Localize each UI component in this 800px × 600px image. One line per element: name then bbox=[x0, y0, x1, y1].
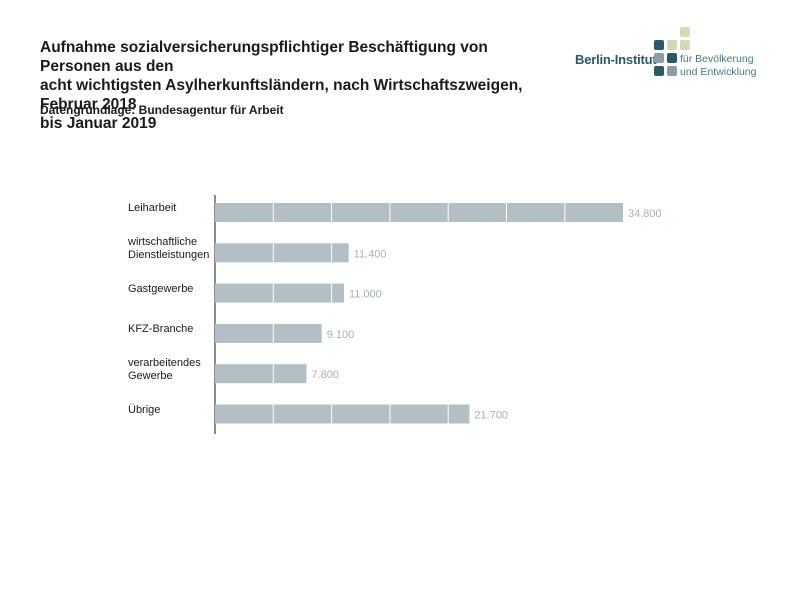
value-label: 7.800 bbox=[311, 369, 339, 381]
category-label: Gastgewerbe bbox=[128, 283, 218, 296]
chart-title-line-2: acht wichtigsten Asylherkunftsländern, n… bbox=[40, 77, 523, 113]
bar-group: 7.800 bbox=[215, 364, 339, 384]
bar bbox=[215, 364, 307, 384]
bar-group: 21.700 bbox=[215, 404, 508, 424]
bar bbox=[215, 283, 344, 303]
bar bbox=[215, 203, 623, 222]
value-label: 21.700 bbox=[474, 410, 508, 422]
category-label: Übrige bbox=[128, 404, 218, 417]
bar-group: 34.800 bbox=[215, 203, 662, 222]
category-label: KFZ-Branche bbox=[128, 323, 218, 336]
category-label: Leiharbeit bbox=[128, 202, 218, 215]
chart-subtitle: Datengrundlage: Bundesagentur für Arbeit bbox=[40, 103, 284, 117]
category-label-line: KFZ-Branche bbox=[128, 322, 194, 335]
value-label: 11.400 bbox=[354, 248, 387, 260]
logo-name: Berlin-Institut bbox=[575, 52, 657, 67]
category-label-line: Dienstleistungen bbox=[128, 248, 210, 261]
berlin-institut-logo: Berlin-Institut für Bevölkerung und Entw… bbox=[575, 26, 775, 82]
logo-tagline: für Bevölkerung und Entwicklung bbox=[680, 53, 780, 79]
value-label: 11.000 bbox=[349, 289, 382, 301]
value-label: 9.100 bbox=[327, 329, 355, 341]
bar bbox=[215, 404, 470, 424]
bar-group: 9.100 bbox=[215, 323, 355, 343]
category-label-line: Leiharbeit bbox=[128, 202, 177, 214]
category-label-line: Übrige bbox=[128, 403, 161, 416]
category-label: wirtschaftliche Dienstleistungen bbox=[128, 236, 218, 262]
value-label: 34.800 bbox=[628, 208, 662, 220]
bar-group: 11.400 bbox=[215, 243, 387, 263]
logo-tagline-line-2: und Entwicklung bbox=[680, 66, 757, 78]
category-label-line: wirtschaftliche bbox=[128, 235, 198, 248]
chart-title: Aufnahme sozialversicherungspflichtiger … bbox=[40, 38, 560, 133]
bar bbox=[215, 323, 322, 343]
bar-group: 11.000 bbox=[215, 283, 382, 303]
logo-tagline-line-1: für Bevölkerung bbox=[680, 53, 754, 65]
bar bbox=[215, 243, 349, 263]
category-label-line: Gastgewerbe bbox=[128, 282, 194, 295]
chart-title-line-3: bis Januar 2019 bbox=[40, 115, 157, 132]
category-label-line: verarbeitendes bbox=[128, 356, 201, 369]
category-label: verarbeitendes Gewerbe bbox=[128, 357, 218, 383]
chart-title-line-1: Aufnahme sozialversicherungspflichtiger … bbox=[40, 39, 488, 75]
category-label-line: Gewerbe bbox=[128, 369, 173, 382]
